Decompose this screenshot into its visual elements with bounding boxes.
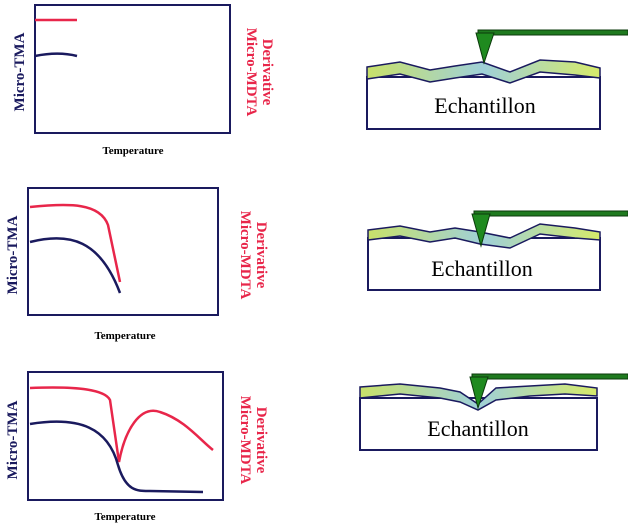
x-label: Temperature xyxy=(94,511,155,523)
x-label: Temperature xyxy=(102,145,163,157)
plot-frame xyxy=(34,4,231,134)
y-label: Micro-TMA xyxy=(5,400,21,479)
mdta-curve xyxy=(29,203,122,283)
y2-label: Micro-MDTA xyxy=(237,211,253,300)
mdta-curve xyxy=(29,386,214,463)
sample-label: Echantillon xyxy=(434,93,535,118)
y-label: Micro-TMA xyxy=(12,32,28,111)
panel-1: Micro-TMA Derivative Micro-MDTA Temperat… xyxy=(12,4,628,157)
tma-curve xyxy=(29,420,204,494)
tip xyxy=(469,376,489,410)
tma-curve xyxy=(29,237,122,294)
panel-3: Micro-TMA Derivative Micro-MDTA Temperat… xyxy=(5,371,628,523)
tip xyxy=(475,32,495,65)
sample-label: Echantillon xyxy=(431,256,532,281)
y-label: Micro-TMA xyxy=(5,215,21,294)
y2-label: Micro-MDTA xyxy=(237,396,253,485)
sample xyxy=(366,76,601,130)
tip xyxy=(471,213,491,248)
cantilever xyxy=(473,210,628,217)
y2-label: Derivative xyxy=(253,407,269,474)
tma-curve xyxy=(34,52,78,58)
y2-label: Derivative xyxy=(259,39,275,106)
cantilever xyxy=(477,29,628,36)
plot-frame xyxy=(27,187,219,316)
x-label: Temperature xyxy=(94,330,155,342)
y2-label: Micro-MDTA xyxy=(243,28,259,117)
y2-label: Derivative xyxy=(253,222,269,289)
sample-label: Echantillon xyxy=(427,416,528,441)
plot-frame xyxy=(27,371,224,501)
panel-2: Micro-TMA Derivative Micro-MDTA Temperat… xyxy=(5,187,628,342)
surface-layer xyxy=(359,383,598,411)
surface-layer xyxy=(366,59,601,84)
cantilever xyxy=(471,373,628,380)
